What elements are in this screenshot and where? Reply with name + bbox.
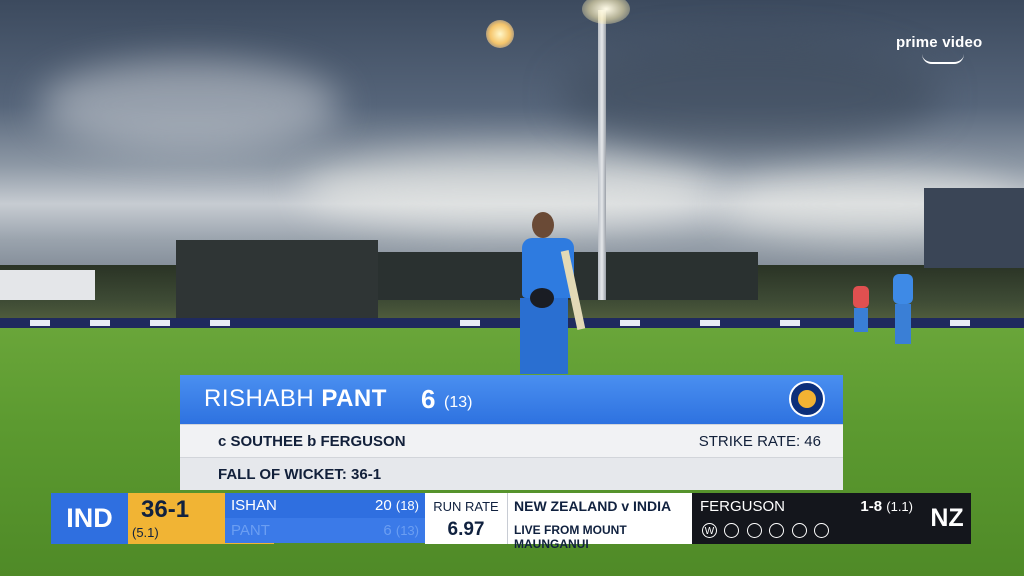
batter-last-name: PANT — [321, 385, 387, 412]
scorebar: IND 36-1 (5.1) P ISHAN 20 (18) PANT 6 (1… — [51, 493, 971, 551]
bowler-name: FERGUSON — [700, 498, 786, 515]
bowling-team: NZ — [923, 493, 971, 544]
run-rate-label: RUN RATE — [433, 499, 499, 514]
match-venue: LIVE FROM MOUNT MAUNGANUI — [514, 523, 627, 551]
batting-team: IND — [51, 493, 128, 544]
pavilion-stand — [176, 240, 378, 320]
cloud — [560, 40, 940, 150]
strike-rate: STRIKE RATE: 46 — [698, 433, 821, 450]
lens-flare — [486, 20, 514, 48]
ball-indicator — [769, 523, 785, 539]
floodlight — [582, 0, 630, 24]
cloud — [40, 60, 340, 150]
batter-runs: 6 — [383, 522, 392, 539]
bowler-figures: 1-8 — [860, 498, 883, 515]
batter-runs: 20 — [375, 497, 392, 514]
batter-balls: (18) — [395, 498, 419, 513]
batter-balls: (13) — [395, 523, 419, 538]
dismissal-row: c SOUTHEE b FERGUSON STRIKE RATE: 46 — [180, 424, 843, 457]
team-score: 36-1 — [141, 496, 190, 523]
batter-row: PANT 6 (13) — [225, 518, 425, 543]
batter-balls: (13) — [444, 394, 473, 411]
run-rate-panel: RUN RATE 6.97 — [425, 493, 507, 544]
ball-indicator — [814, 523, 830, 539]
smile-swoosh-icon — [922, 54, 964, 64]
batters-panel: ISHAN 20 (18) PANT 6 (13) — [225, 493, 425, 544]
ball-indicator — [724, 523, 740, 539]
dismissal-lower-third: RISHABH PANT 6 (13) c SOUTHEE b FERGUSON… — [180, 375, 843, 490]
this-over-balls: W — [702, 522, 832, 540]
ball-indicator — [746, 523, 762, 539]
bowler-overs: (1.1) — [886, 499, 913, 514]
batter-name-bar: RISHABH PANT 6 (13) — [180, 375, 843, 424]
stadium-building — [924, 188, 1024, 268]
floodlight-pole — [598, 10, 606, 300]
broadcaster-logo-text: prime video — [896, 34, 983, 51]
match-title: NEW ZEALAND v INDIA — [514, 498, 672, 514]
batter-name: ISHAN — [231, 497, 277, 514]
batter-row: ISHAN 20 (18) — [225, 493, 425, 518]
fall-of-wicket: FALL OF WICKET: 36-1 — [218, 466, 382, 483]
advertising-boards — [0, 318, 1024, 328]
ball-indicator: W — [702, 523, 717, 539]
overs: (5.1) — [132, 525, 159, 540]
batter-name: PANT — [231, 522, 270, 539]
bcci-crest-icon — [789, 381, 825, 417]
cloud — [300, 150, 720, 230]
batter-first-name: RISHABH — [204, 385, 315, 412]
marquee-tent — [0, 270, 95, 300]
bowler-panel: FERGUSON 1-8 (1.1) W — [692, 493, 923, 544]
run-rate-value: 6.97 — [447, 519, 485, 540]
fow-row: FALL OF WICKET: 36-1 — [180, 457, 843, 490]
ball-indicator — [791, 523, 807, 539]
match-info-panel: NEW ZEALAND v INDIA LIVE FROM MOUNT MAUN… — [507, 493, 693, 551]
dismissal-text: c SOUTHEE b FERGUSON — [218, 433, 406, 450]
batter-name: RISHABH PANT — [204, 385, 387, 413]
prime-video-logo: prime video — [896, 34, 983, 64]
batter-runs: 6 — [421, 384, 436, 414]
